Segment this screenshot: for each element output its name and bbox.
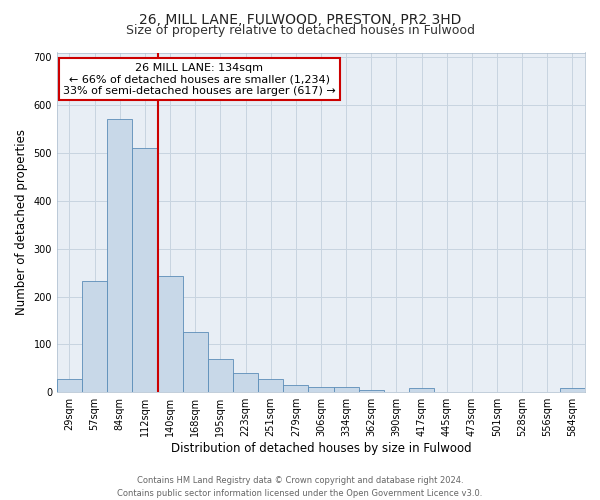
Text: Size of property relative to detached houses in Fulwood: Size of property relative to detached ho… [125, 24, 475, 37]
Bar [82, 280, 107, 392]
Text: 26, MILL LANE, FULWOOD, PRESTON, PR2 3HD: 26, MILL LANE, FULWOOD, PRESTON, PR2 3HD [139, 12, 461, 26]
Text: 26 MILL LANE: 134sqm
← 66% of detached houses are smaller (1,234)
33% of semi-de: 26 MILL LANE: 134sqm ← 66% of detached h… [63, 62, 336, 96]
Bar [308, 388, 334, 392]
Bar [57, 380, 82, 392]
Bar [359, 390, 384, 392]
Bar [560, 388, 585, 392]
Bar [182, 332, 208, 392]
Bar [283, 385, 308, 392]
Bar [258, 380, 283, 392]
X-axis label: Distribution of detached houses by size in Fulwood: Distribution of detached houses by size … [170, 442, 471, 455]
Bar [409, 388, 434, 392]
Bar [334, 388, 359, 392]
Bar [208, 358, 233, 392]
Y-axis label: Number of detached properties: Number of detached properties [15, 130, 28, 316]
Text: Contains HM Land Registry data © Crown copyright and database right 2024.
Contai: Contains HM Land Registry data © Crown c… [118, 476, 482, 498]
Bar [233, 373, 258, 392]
Bar [158, 276, 182, 392]
Bar [133, 148, 158, 392]
Bar [107, 120, 133, 392]
